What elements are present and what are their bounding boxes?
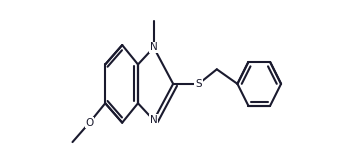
Text: N: N: [150, 43, 158, 52]
Text: S: S: [195, 79, 202, 89]
Text: O: O: [85, 118, 94, 128]
Text: N: N: [150, 115, 158, 125]
